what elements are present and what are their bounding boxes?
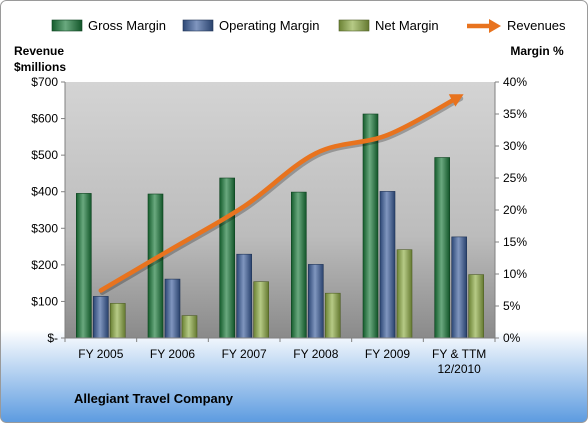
x-tick-label-1-0: FY 2006 [150,347,195,361]
bar-net-margin-1 [181,315,198,339]
x-tick-label-0-0: FY 2005 [78,347,123,361]
legend: Gross Margin Operating Margin Net Margin Re… [51,18,566,33]
bar-operating-margin-3 [307,264,324,339]
right-axis-title: Margin % [510,44,564,58]
bar-gross-margin-0 [76,193,92,339]
right-tick-label-7: 35% [503,107,527,121]
ticks-layer: $- $100 $200 $300 $400 $500 $600 $700 0% 5% 10% 15%… [31,75,527,376]
right-tick-label-2: 10% [503,267,527,281]
left-tick-label-0: $- [47,331,58,345]
x-tick-label-5-1: 12/2010 [437,362,481,376]
right-tick-label-4: 20% [503,203,527,217]
left-tick-label-4: $400 [31,185,58,199]
bar-net-margin-4 [396,249,413,339]
legend-label-revenues: Revenues [507,18,566,33]
bar-operating-margin-0 [93,296,109,339]
x-tick-label-3-0: FY 2008 [293,347,338,361]
left-axis-title-line-1: Revenue [14,44,64,58]
bar-operating-margin-1 [164,278,181,339]
plot-area [65,82,495,338]
line-revenues-arrowhead [448,94,464,107]
legend-swatch-net-margin [338,19,370,32]
left-tick-label-5: $500 [31,148,58,162]
bar-gross-margin-3 [290,191,307,339]
left-tick-label-1: $100 [31,294,58,308]
legend-swatch-arrowhead-revenues [489,19,501,33]
bar-operating-margin-4 [379,191,396,339]
legend-label-operating-margin: Operating Margin [219,18,319,33]
line-layer [98,94,464,295]
right-tick-label-0: 0% [503,331,521,345]
right-tick-label-8: 40% [503,75,527,89]
bar-net-margin-5 [468,274,485,339]
right-tick-label-1: 5% [503,299,521,313]
left-tick-label-7: $700 [31,75,58,89]
bars-layer [76,113,485,339]
x-tick-label-4-0: FY 2009 [365,347,410,361]
x-tick-label-2-0: FY 2007 [222,347,267,361]
left-tick-label-6: $600 [31,112,58,126]
left-axis-title-line-2: $millions [14,60,66,74]
x-tick-label-5-0: FY & TTM [432,347,486,361]
bar-net-margin-3 [324,292,341,339]
bar-net-margin-0 [110,303,126,339]
right-tick-label-3: 15% [503,235,527,249]
left-tick-label-3: $300 [31,221,58,235]
legend-label-net-margin: Net Margin [375,18,439,33]
bar-gross-margin-4 [362,113,379,339]
legend-label-gross-margin: Gross Margin [88,18,166,33]
bar-operating-margin-5 [451,236,468,339]
line-revenues-shadow [99,96,464,295]
right-tick-label-6: 30% [503,139,527,153]
company-name: Allegiant Travel Company [74,391,234,406]
right-tick-label-5: 25% [503,171,527,185]
legend-swatch-gross-margin [51,19,83,32]
legend-swatch-operating-margin [182,19,214,32]
bar-gross-margin-2 [219,177,235,339]
bar-gross-margin-5 [434,157,451,339]
bar-net-margin-2 [253,281,269,339]
left-tick-label-2: $200 [31,258,58,272]
line-revenues [98,94,462,293]
titles-layer: Revenue $millions Margin % Allegiant Tra… [14,44,564,406]
bar-operating-margin-2 [236,253,252,339]
